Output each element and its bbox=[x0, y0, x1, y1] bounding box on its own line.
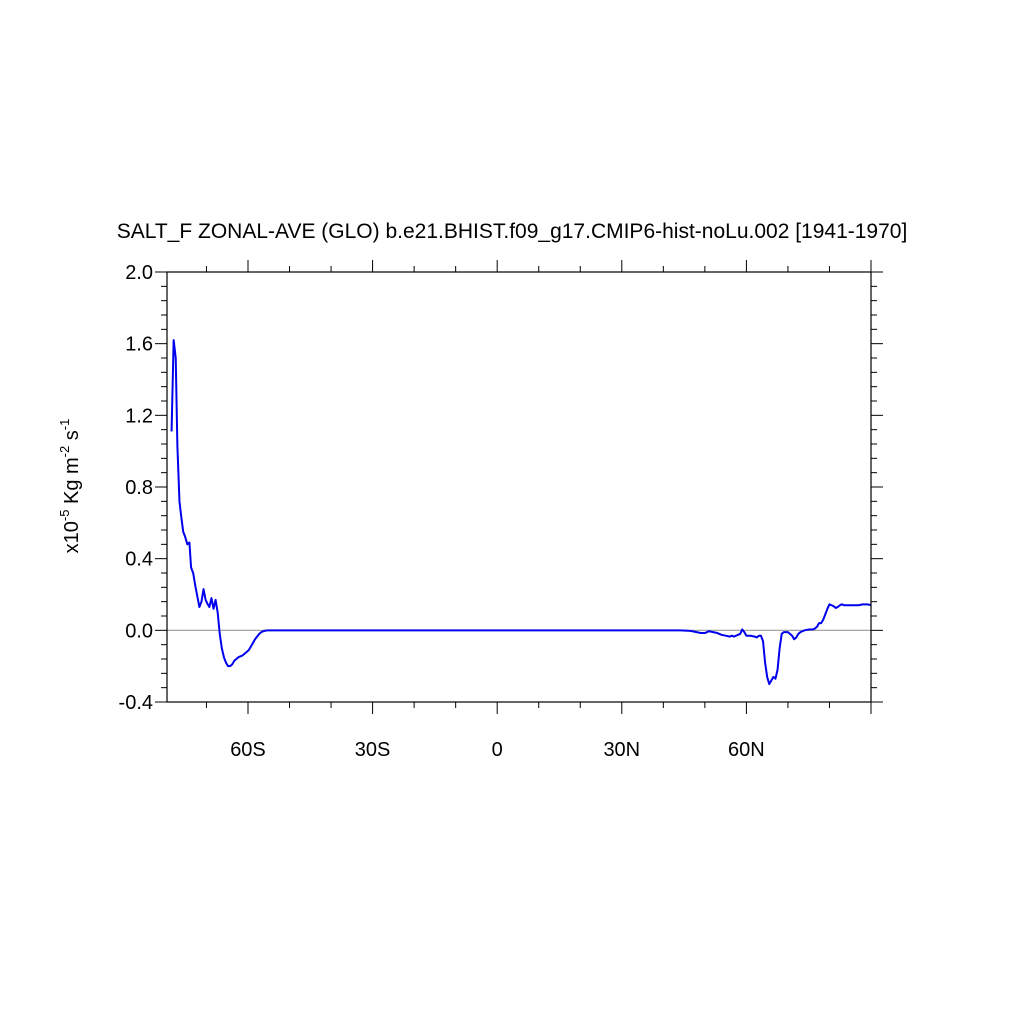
x-tick-label: 30N bbox=[603, 739, 640, 761]
y-tick-label: 1.6 bbox=[125, 334, 153, 356]
series-line-0 bbox=[170, 339, 871, 686]
y-tick-label: 0.8 bbox=[125, 477, 153, 499]
x-tick-label: 60S bbox=[230, 739, 266, 761]
x-tick-label: 30S bbox=[355, 739, 391, 761]
ylabel-prefix: x10 bbox=[61, 521, 83, 553]
x-tick-label: 60N bbox=[728, 739, 765, 761]
ylabel-exp3: -1 bbox=[57, 419, 72, 431]
ylabel-unit1: Kg m bbox=[61, 457, 83, 509]
x-tick-label: 0 bbox=[492, 739, 503, 761]
y-tick-label: 0.4 bbox=[125, 549, 153, 571]
y-tick-label: 1.2 bbox=[125, 405, 153, 427]
y-tick-label: -0.4 bbox=[119, 692, 153, 714]
chart-title: SALT_F ZONAL-AVE (GLO) b.e21.BHIST.f09_g… bbox=[117, 220, 908, 243]
plot-area: -0.4 0.0 0.4 0.8 1.2 1.6 2.0 60S 30S 0 30N 60N bbox=[119, 260, 883, 761]
plot-frame bbox=[166, 271, 872, 703]
y-axis-label: x10-5 Kg m-2 s-1 bbox=[57, 419, 83, 554]
y-tick-label: 2.0 bbox=[125, 262, 153, 284]
y-tick-label: 0.0 bbox=[125, 620, 153, 642]
ylabel-exp1: -5 bbox=[57, 510, 72, 522]
ylabel-exp2: -2 bbox=[57, 446, 72, 458]
ylabel-unit2: s bbox=[61, 430, 83, 446]
